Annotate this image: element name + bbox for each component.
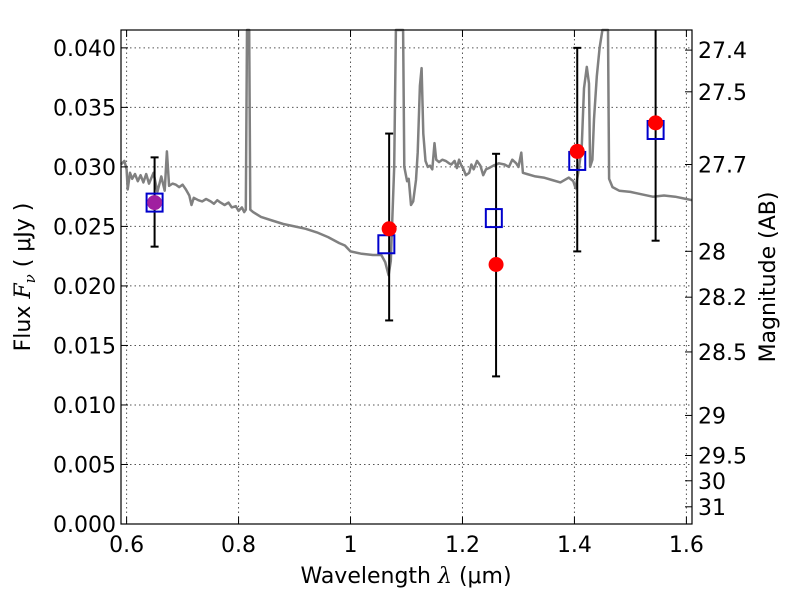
- x-tick-label: 1: [344, 533, 358, 558]
- grid: [121, 30, 692, 525]
- y2-tick-label: 27.4: [698, 39, 747, 64]
- y-tick-label: 0.005: [53, 453, 116, 478]
- y-tick-label: 0.030: [53, 156, 116, 181]
- y2-tick-label: 30: [698, 470, 726, 495]
- y-tick-label: 0.000: [53, 513, 116, 538]
- y-tick-label: 0.025: [53, 215, 116, 240]
- x-tick-label: 1.2: [445, 533, 480, 558]
- y-tick-label: 0.035: [53, 96, 116, 121]
- observed-photometry-point: [569, 143, 585, 159]
- y-tick-label: 0.010: [53, 394, 116, 419]
- y2-tick-label: 27.5: [698, 81, 747, 106]
- x-tick-label: 1.4: [557, 533, 592, 558]
- y-tick-label: 0.015: [53, 334, 116, 359]
- spectrum-layer: [120, 28, 693, 277]
- model-photometry-square: [145, 192, 164, 213]
- y-tick-label: 0.020: [53, 275, 116, 300]
- y-axis: 0.000 0.005 0.010 0.015 0.020 0.025 0.030 0.035…: [53, 37, 128, 538]
- x-axis-title: Wavelength λ (μm): [300, 564, 511, 589]
- x-axis: 0.6 0.8 1 1.2 1.4 1.6: [109, 30, 704, 558]
- model-spectrum-line: [120, 28, 693, 277]
- x-tick-label: 1.6: [669, 533, 704, 558]
- y-tick-label: 0.040: [53, 37, 116, 62]
- observed-photometry-point: [648, 115, 664, 131]
- observed-photometry-point: [488, 257, 504, 273]
- y2-tick-label: 28.2: [698, 286, 747, 311]
- y-axis-title: Flux Fν ( μJy ): [11, 203, 39, 352]
- y2-tick-label: 27.7: [698, 154, 747, 179]
- observed-photometry-point: [381, 221, 397, 237]
- x-tick-label: 0.6: [109, 533, 144, 558]
- y2-tick-label: 28.5: [698, 341, 747, 366]
- model-photometry-square: [484, 208, 503, 229]
- observed-points-layer: [147, 115, 664, 273]
- plot-frame: [120, 29, 693, 525]
- x-tick-label: 0.8: [221, 533, 256, 558]
- y2-tick-label: 31: [698, 496, 726, 521]
- y2-tick-label: 28: [698, 240, 726, 265]
- y2-axis-title: Magnitude (AB): [756, 192, 781, 363]
- observed-photometry-point: [147, 195, 163, 211]
- y2-tick-label: 29.5: [698, 445, 747, 470]
- y2-tick-label: 29: [698, 404, 726, 429]
